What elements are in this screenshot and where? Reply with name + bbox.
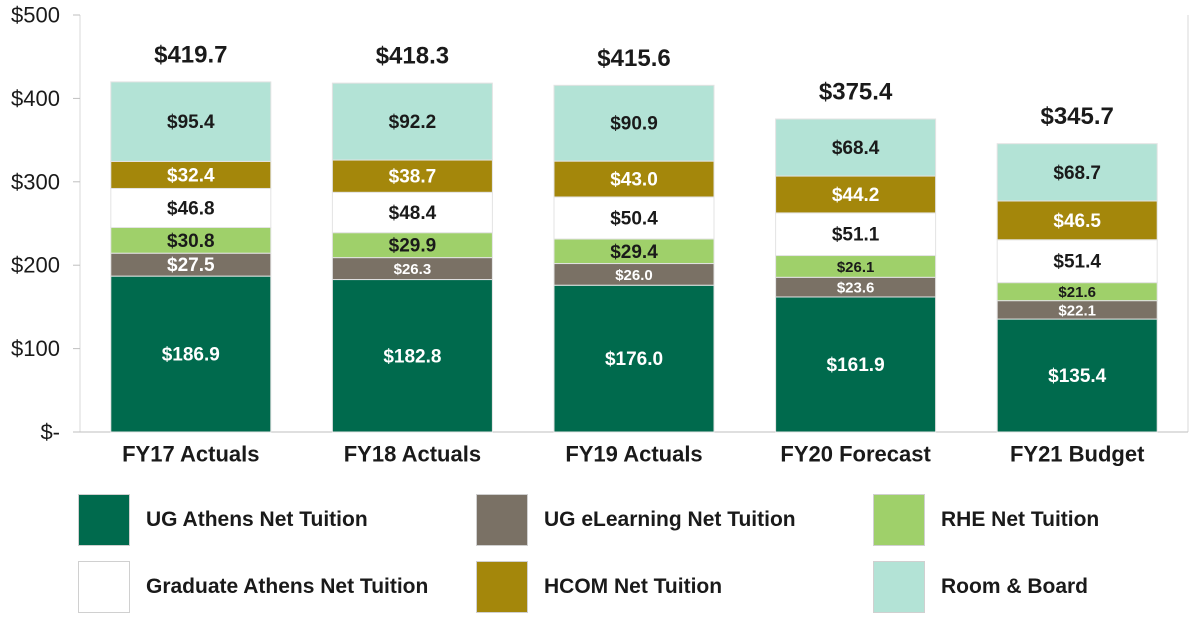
segment-data-label: $21.6: [1058, 284, 1096, 301]
bar-segment: [553, 284, 715, 433]
bar-segment: [996, 143, 1158, 202]
segment-data-label: $44.2: [832, 185, 880, 206]
segment-data-label: $29.9: [389, 236, 437, 257]
segment-data-label: $26.1: [837, 259, 875, 276]
segment-data-label: $23.6: [837, 280, 875, 297]
segment-data-label: $51.1: [832, 225, 880, 246]
segment-data-label: $46.8: [167, 198, 215, 219]
bar-segment: [331, 159, 493, 193]
segment-data-label: $135.4: [1048, 366, 1107, 387]
total-data-label: $419.7: [154, 41, 227, 68]
y-tick-label: $500: [11, 3, 60, 28]
y-tick-label: $100: [11, 336, 60, 361]
x-category-label: FY20 Forecast: [780, 442, 931, 467]
bar-segment: [110, 275, 272, 433]
segment-data-label: $38.7: [389, 167, 437, 188]
y-tick-label: $400: [11, 86, 60, 111]
segment-data-label: $182.8: [383, 346, 441, 367]
bar-segment: [331, 279, 493, 433]
segment-data-label: $186.9: [162, 345, 220, 366]
segment-data-label: $43.0: [610, 170, 658, 191]
segment-data-label: $29.4: [610, 242, 658, 263]
bar-segment: [775, 175, 937, 214]
total-data-label: $375.4: [819, 78, 893, 105]
segment-data-label: $26.0: [615, 267, 653, 284]
bar-segment: [331, 191, 493, 234]
segment-data-label: $68.7: [1053, 163, 1101, 184]
bar-segment: [996, 318, 1158, 433]
segment-data-label: $161.9: [827, 355, 885, 376]
total-data-label: $345.7: [1040, 103, 1113, 130]
bar-segment: [553, 196, 715, 240]
x-category-label: FY18 Actuals: [344, 442, 481, 467]
x-category-label: FY19 Actuals: [565, 442, 702, 467]
segment-data-label: $26.3: [394, 261, 432, 278]
segment-data-label: $90.9: [610, 114, 658, 135]
y-tick-label: $-: [40, 420, 60, 445]
segment-data-label: $95.4: [167, 112, 215, 133]
bar-segment: [775, 212, 937, 257]
bar-segment: [996, 239, 1158, 284]
bar-segment: [775, 118, 937, 177]
segment-data-label: $22.1: [1058, 302, 1096, 319]
bar-segment: [775, 296, 937, 433]
segment-data-label: $51.4: [1053, 252, 1101, 273]
x-category-label: FY21 Budget: [1010, 442, 1145, 467]
bar-segment: [331, 82, 493, 161]
total-data-label: $418.3: [376, 43, 449, 70]
y-tick-label: $200: [11, 253, 60, 278]
segment-data-label: $30.8: [167, 231, 215, 252]
segment-data-label: $176.0: [605, 349, 663, 370]
bar-segment: [553, 238, 715, 265]
segment-data-label: $50.4: [610, 208, 658, 229]
bar-segment: [553, 160, 715, 198]
segment-data-label: $27.5: [167, 255, 215, 276]
segment-data-label: $46.5: [1053, 211, 1101, 232]
bar-segment: [110, 81, 272, 162]
segment-data-label: $48.4: [389, 203, 437, 224]
segment-data-label: $68.4: [832, 138, 880, 159]
x-category-label: FY17 Actuals: [122, 442, 259, 467]
y-tick-label: $300: [11, 169, 60, 194]
bar-segment: [553, 84, 715, 162]
bar-segment: [996, 200, 1158, 241]
segment-data-label: $32.4: [167, 165, 215, 186]
segment-data-label: $92.2: [389, 112, 437, 133]
total-data-label: $415.6: [597, 45, 670, 72]
